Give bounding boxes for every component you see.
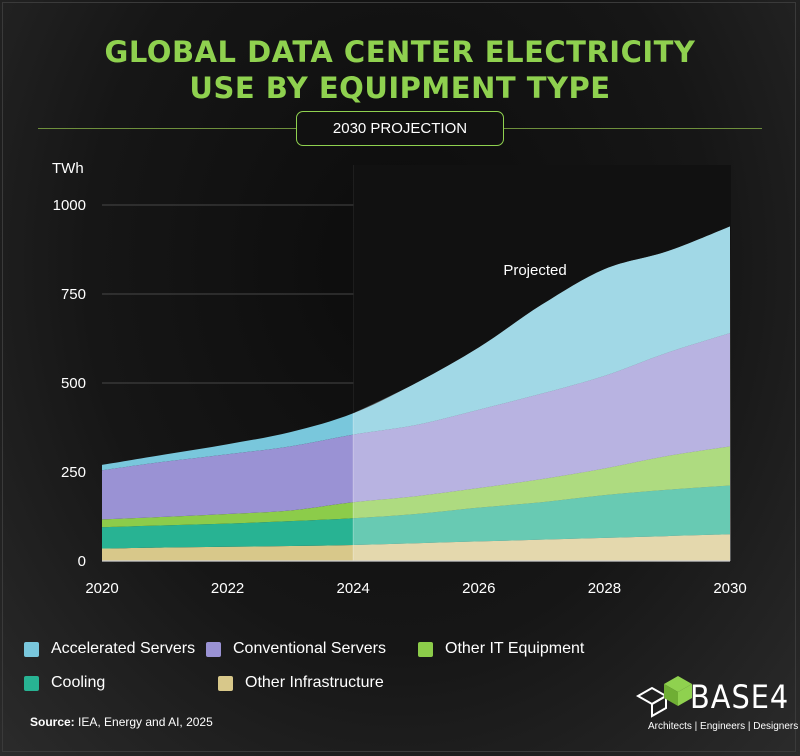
legend-item-infrastructure: Other Infrastructure — [218, 674, 384, 692]
legend-swatch-infrastructure — [218, 675, 233, 691]
x-tick-label-2030: 2030 — [713, 580, 746, 597]
x-tick-label-2028: 2028 — [588, 580, 621, 597]
legend-label-infrastructure: Other Infrastructure — [245, 674, 384, 691]
x-tick-label-2022: 2022 — [211, 580, 244, 597]
legend-label-cooling: Cooling — [51, 674, 106, 691]
logo-tagline: Architects | Engineers | Designers — [648, 721, 799, 732]
y-tick-label-1000: 1000 — [53, 197, 86, 214]
area-series — [102, 226, 730, 561]
y-tick-label-250: 250 — [61, 464, 86, 481]
area-accelerated — [102, 226, 730, 471]
legend-swatch-conventional — [206, 641, 221, 657]
legend-swatch-accelerated — [24, 641, 39, 657]
legend-label-conventional: Conventional Servers — [233, 640, 386, 657]
projection-badge: 2030 PROJECTION — [296, 111, 504, 146]
area-cooling — [102, 485, 730, 549]
x-tick-label-2024: 2024 — [337, 580, 370, 597]
legend-item-accelerated: Accelerated Servers — [24, 640, 195, 658]
chart-title: GLOBAL DATA CENTER ELECTRICITY USE BY EQ… — [0, 34, 800, 106]
legend-swatch-other_it — [418, 641, 433, 657]
projected-mask — [353, 165, 731, 561]
legend: Accelerated Servers Conventional Servers O… — [24, 640, 624, 700]
y-tick-label-0: 0 — [78, 553, 86, 570]
legend-item-conventional: Conventional Servers — [206, 640, 386, 658]
axis-labels: 0 250 500 750 1000 TWh 2020 2022 2024 2026 2028 203… — [52, 160, 747, 597]
x-tick-label-2026: 2026 — [462, 580, 495, 597]
area-other_it — [102, 446, 730, 528]
source-text: IEA, Energy and AI, 2025 — [74, 715, 213, 729]
legend-swatch-cooling — [24, 675, 39, 691]
x-tick-label-2020: 2020 — [85, 580, 118, 597]
source-note: Source: IEA, Energy and AI, 2025 — [30, 715, 213, 729]
projected-annotation: Projected — [503, 262, 566, 279]
projection-overlay — [352, 165, 731, 561]
area-chart: 0 250 500 750 1000 TWh 2020 2022 2024 2026 2028 203… — [52, 160, 747, 597]
area-conventional — [102, 333, 730, 520]
base4-cube-icon — [635, 676, 692, 718]
title-rule-left — [38, 128, 296, 129]
title-line-1: GLOBAL DATA CENTER ELECTRICITY — [104, 35, 696, 69]
area-infrastructure — [102, 534, 730, 561]
y-tick-label-500: 500 — [61, 375, 86, 392]
logo-wordmark: BASE4 — [690, 678, 790, 716]
legend-item-other_it: Other IT Equipment — [418, 640, 584, 658]
source-label: Source: — [30, 715, 75, 729]
legend-item-cooling: Cooling — [24, 674, 105, 692]
base4-logo: BASE4 Architects | Engineers | Designers — [634, 674, 798, 740]
title-rule-right — [504, 128, 762, 129]
legend-label-accelerated: Accelerated Servers — [51, 640, 196, 657]
title-line-2: USE BY EQUIPMENT TYPE — [189, 71, 611, 105]
y-axis-label: TWh — [52, 160, 84, 177]
legend-label-other_it: Other IT Equipment — [445, 640, 585, 657]
y-tick-label-750: 750 — [61, 286, 86, 303]
